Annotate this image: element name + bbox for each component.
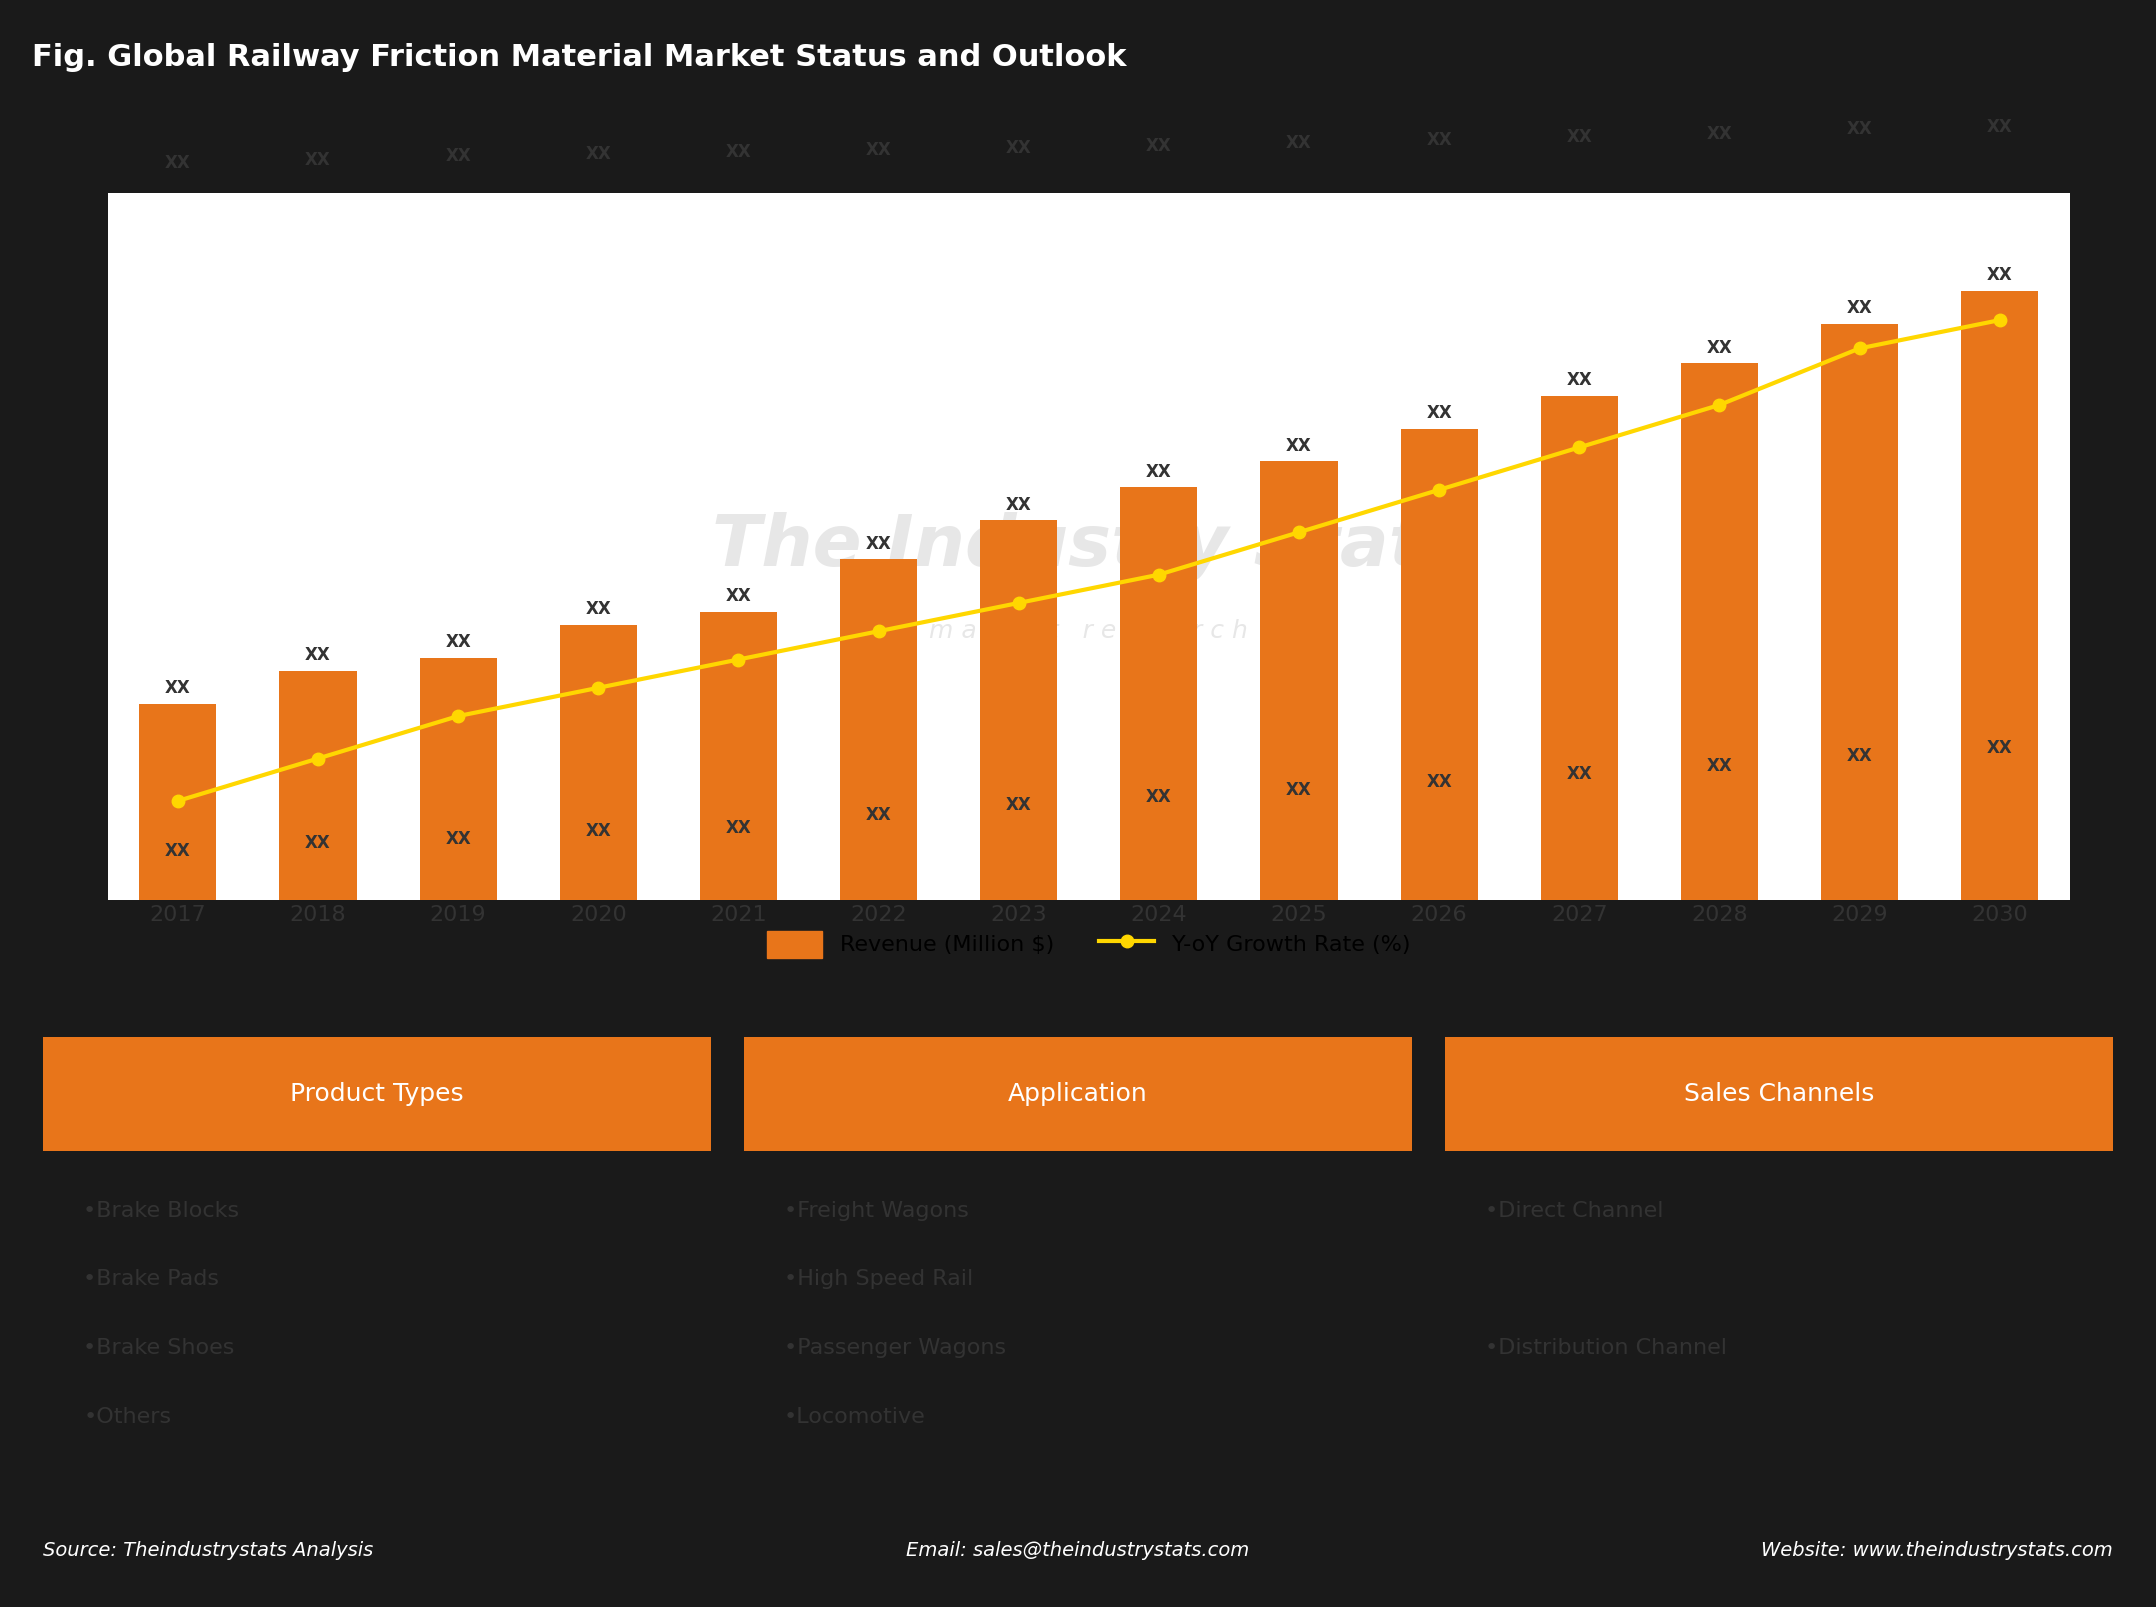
Bar — [841, 559, 916, 900]
Text: The Industry Stats: The Industry Stats — [711, 513, 1466, 580]
Text: •Freight Wagons: •Freight Wagons — [785, 1200, 968, 1221]
Text: •Locomotive: •Locomotive — [785, 1406, 925, 1427]
Text: Website: www.theindustrystats.com: Website: www.theindustrystats.com — [1761, 1541, 2113, 1560]
Text: XX: XX — [1287, 437, 1311, 455]
Text: XX: XX — [586, 823, 610, 840]
Text: XX: XX — [586, 145, 610, 164]
Text: XX: XX — [1988, 119, 2012, 137]
Text: •Direct Channel: •Direct Channel — [1485, 1200, 1662, 1221]
Text: XX: XX — [1147, 463, 1171, 480]
Text: XX: XX — [1147, 787, 1171, 805]
Text: XX: XX — [727, 587, 750, 606]
Bar — [280, 670, 356, 900]
Text: XX: XX — [446, 633, 470, 651]
Bar — [561, 625, 636, 900]
Text: XX: XX — [867, 805, 890, 824]
Text: XX: XX — [1007, 795, 1031, 815]
Text: XX: XX — [1708, 339, 1731, 357]
Bar — [420, 657, 496, 900]
Text: Source: Theindustrystats Analysis: Source: Theindustrystats Analysis — [43, 1541, 373, 1560]
Text: •Distribution Channel: •Distribution Channel — [1485, 1339, 1727, 1358]
Text: XX: XX — [1708, 124, 1731, 143]
Bar — [701, 612, 776, 900]
Bar — [1261, 461, 1337, 900]
Text: XX: XX — [1287, 781, 1311, 799]
Bar — [1682, 363, 1757, 900]
Text: XX: XX — [1427, 403, 1451, 423]
Text: XX: XX — [446, 148, 470, 166]
Text: XX: XX — [727, 143, 750, 161]
Text: XX: XX — [1007, 140, 1031, 157]
Text: XX: XX — [446, 831, 470, 848]
Text: XX: XX — [867, 141, 890, 159]
Text: XX: XX — [867, 535, 890, 553]
Legend: Revenue (Million $), Y-oY Growth Rate (%): Revenue (Million $), Y-oY Growth Rate (%… — [759, 922, 1419, 966]
Text: XX: XX — [1708, 757, 1731, 775]
Text: XX: XX — [727, 820, 750, 837]
Text: XX: XX — [1287, 133, 1311, 153]
Text: XX: XX — [166, 154, 190, 172]
Text: Application: Application — [1009, 1082, 1147, 1106]
Bar — [1542, 395, 1617, 900]
Bar — [1121, 487, 1197, 900]
Text: Sales Channels: Sales Channels — [1684, 1082, 1874, 1106]
Text: XX: XX — [1848, 121, 1871, 138]
Bar — [140, 704, 216, 900]
Text: •Others: •Others — [84, 1406, 170, 1427]
Text: •Brake Pads: •Brake Pads — [84, 1270, 220, 1289]
Text: XX: XX — [586, 601, 610, 619]
Text: XX: XX — [1567, 765, 1591, 783]
Text: XX: XX — [1007, 495, 1031, 514]
Text: XX: XX — [306, 151, 330, 169]
Text: m a r k e t   r e s e a r c h: m a r k e t r e s e a r c h — [929, 619, 1248, 643]
Bar — [1822, 323, 1897, 900]
Text: XX: XX — [1848, 747, 1871, 765]
Text: •Passenger Wagons: •Passenger Wagons — [785, 1339, 1007, 1358]
FancyBboxPatch shape — [1445, 1037, 2113, 1151]
Text: XX: XX — [1567, 371, 1591, 389]
FancyBboxPatch shape — [43, 1037, 711, 1151]
Text: Email: sales@theindustrystats.com: Email: sales@theindustrystats.com — [906, 1541, 1250, 1560]
Text: XX: XX — [306, 834, 330, 852]
Text: •Brake Shoes: •Brake Shoes — [84, 1339, 235, 1358]
Text: XX: XX — [166, 680, 190, 697]
Text: XX: XX — [1988, 267, 2012, 284]
Bar — [1962, 291, 2037, 900]
Text: XX: XX — [1147, 137, 1171, 154]
Bar — [1401, 429, 1477, 900]
Bar — [981, 521, 1056, 900]
Text: XX: XX — [1427, 130, 1451, 149]
Text: Product Types: Product Types — [291, 1082, 464, 1106]
Text: •Brake Blocks: •Brake Blocks — [84, 1200, 239, 1221]
Text: XX: XX — [1848, 299, 1871, 317]
Text: XX: XX — [1567, 127, 1591, 146]
Text: Fig. Global Railway Friction Material Market Status and Outlook: Fig. Global Railway Friction Material Ma… — [32, 43, 1128, 72]
FancyBboxPatch shape — [744, 1037, 1412, 1151]
Text: XX: XX — [1988, 739, 2012, 757]
Text: XX: XX — [1427, 773, 1451, 791]
Text: XX: XX — [166, 842, 190, 860]
Text: XX: XX — [306, 646, 330, 664]
Text: •High Speed Rail: •High Speed Rail — [785, 1270, 972, 1289]
